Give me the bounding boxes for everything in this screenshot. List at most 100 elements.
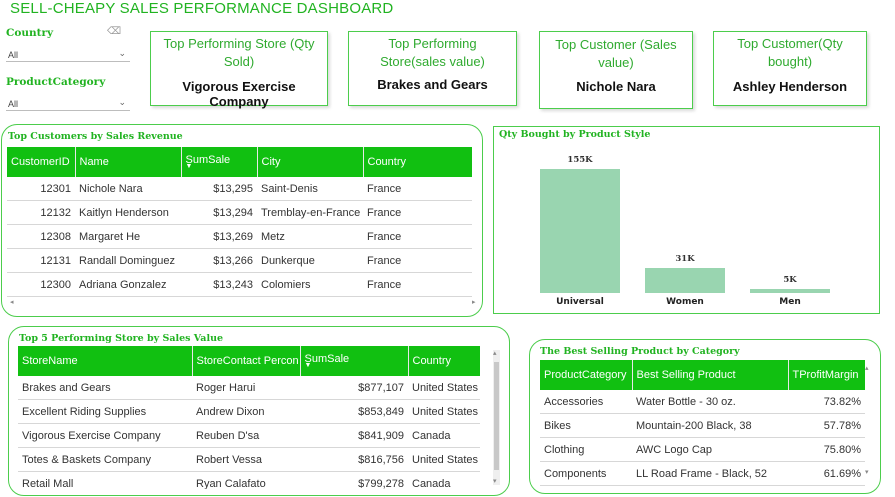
column-header-storecontact[interactable]: StoreContact Percon <box>192 346 301 376</box>
table-cell: Metz <box>257 224 363 249</box>
table-cell: Kaitlyn Henderson <box>75 200 181 225</box>
sort-desc-icon: ▼ <box>304 362 312 369</box>
column-header-best-selling-product[interactable]: Best Selling Product <box>632 360 789 390</box>
kpi-label: Top Customer (Sales value) <box>555 37 677 70</box>
table-cell: France <box>363 177 472 201</box>
data-label: 5K <box>783 275 797 285</box>
country-filter-select[interactable]: All ⌄ <box>6 46 130 62</box>
column-header-storename[interactable]: StoreName <box>18 346 193 376</box>
table-row[interactable]: Totes & Baskets Company Robert Vessa $816,… <box>18 447 480 472</box>
table-cell: France <box>363 248 472 273</box>
table-cell: Brakes and Gears <box>18 376 192 400</box>
column-header-customerid[interactable]: CustomerID <box>7 147 76 177</box>
table-cell: 12301 <box>7 177 75 201</box>
qty-chart-panel <box>493 126 880 314</box>
sort-desc-icon: ▼ <box>185 163 193 170</box>
scrollbar-thumb[interactable] <box>494 362 499 470</box>
table-cell: Bikes <box>540 413 632 438</box>
table-cell: Retail Mall <box>18 471 192 489</box>
country-filter-label: Country <box>6 27 54 39</box>
scroll-up-icon[interactable]: ▴ <box>865 365 869 372</box>
column-header-productcategory[interactable]: ProductCategory <box>540 360 633 390</box>
table-cell: $13,295 <box>181 177 257 201</box>
kpi-value: Brakes and Gears <box>377 77 488 92</box>
column-header-country[interactable]: Country <box>363 147 472 177</box>
scroll-right-icon[interactable]: ▸ <box>472 299 476 306</box>
table-cell: Canada <box>408 471 480 489</box>
scroll-up-icon[interactable]: ▴ <box>493 350 497 357</box>
column-header-country[interactable]: Country <box>408 346 480 376</box>
table-cell: Randall Dominguez <box>75 248 181 273</box>
column-header-sumsale[interactable]: SumSale ▼ <box>181 147 258 177</box>
top-customers-table: CustomerID Name SumSale ▼ City Country 12… <box>7 147 472 297</box>
table-cell: 12308 <box>7 224 75 249</box>
bar-men[interactable] <box>750 289 830 293</box>
table-cell: $13,243 <box>181 272 257 297</box>
best-products-table: ProductCategory Best Selling Product TPr… <box>540 360 865 486</box>
table-cell: AWC Logo Cap <box>632 437 788 462</box>
table-cell: Roger Harui <box>192 376 300 400</box>
table-cell: $877,107 <box>300 376 408 400</box>
table-row[interactable]: 12308 Margaret He $13,269 Metz France <box>7 224 472 249</box>
table-row[interactable]: 12300 Adriana Gonzalez $13,243 Colomiers Fra… <box>7 272 472 297</box>
column-header-label: SumSale <box>304 353 350 365</box>
table-cell: Tremblay-en-France <box>257 200 363 225</box>
best-products-title: The Best Selling Product by Category <box>540 346 740 357</box>
top-stores-table-wrap: StoreName StoreContact Percon SumSale ▼ C… <box>18 346 480 489</box>
table-cell: 12131 <box>7 248 75 273</box>
table-cell: Saint-Denis <box>257 177 363 201</box>
scroll-down-icon[interactable]: ▾ <box>865 469 869 476</box>
column-header-name[interactable]: Name <box>75 147 182 177</box>
table-row[interactable]: 12131 Randall Dominguez $13,266 Dunkerque Fr… <box>7 248 472 273</box>
table-cell: Adriana Gonzalez <box>75 272 181 297</box>
dashboard-title: SELL-CHEAPY SALES PERFORMANCE DASHBOARD <box>10 0 394 17</box>
table-row[interactable]: 12301 Nichole Nara $13,295 Saint-Denis Franc… <box>7 177 472 201</box>
clear-filter-icon[interactable]: ⌫ <box>107 26 122 37</box>
table-cell: United States <box>408 447 480 472</box>
table-row[interactable]: Components LL Road Frame - Black, 52 61.69… <box>540 461 865 486</box>
data-label: 31K <box>675 254 695 265</box>
table-cell: Canada <box>408 423 480 448</box>
chart-title: Qty Bought by Product Style <box>499 129 651 140</box>
kpi-label: Top Performing Store (Qty Sold) <box>163 36 315 69</box>
productcategory-filter-label: ProductCategory <box>6 76 106 88</box>
kpi-card-top-store-qty: Top Performing Store (Qty Sold) Vigorous… <box>150 31 328 109</box>
table-cell: $799,278 <box>300 471 408 489</box>
scroll-left-icon[interactable]: ◂ <box>10 299 14 306</box>
table-row[interactable]: Excellent Riding Supplies Andrew Dixon $85… <box>18 399 480 424</box>
table-cell: 12300 <box>7 272 75 297</box>
table-cell: $816,756 <box>300 447 408 472</box>
kpi-label: Top Performing Store(sales value) <box>380 36 485 69</box>
table-cell: Components <box>540 461 632 486</box>
table-cell: $13,266 <box>181 248 257 273</box>
table-cell: Margaret He <box>75 224 181 249</box>
productcategory-filter-value: All <box>8 99 19 109</box>
table-cell: United States <box>408 376 480 400</box>
table-cell: $841,909 <box>300 423 408 448</box>
column-header-tprofitmargin[interactable]: TProfitMargin <box>788 360 865 390</box>
table-cell: Robert Vessa <box>192 447 300 472</box>
bar-women[interactable] <box>645 268 725 293</box>
vertical-scrollbar[interactable] <box>493 350 500 485</box>
table-cell: $853,849 <box>300 399 408 424</box>
table-row[interactable]: Bikes Mountain-200 Black, 38 57.78% <box>540 413 865 438</box>
table-row[interactable]: Accessories Water Bottle - 30 oz. 73.82% <box>540 390 865 414</box>
table-row[interactable]: Retail Mall Ryan Calafato $799,278 Canada <box>18 471 480 489</box>
column-header-city[interactable]: City <box>257 147 364 177</box>
table-row[interactable]: Vigorous Exercise Company Reuben D'sa $841… <box>18 423 480 448</box>
table-row[interactable]: Clothing AWC Logo Cap 75.80% <box>540 437 865 462</box>
table-cell: Excellent Riding Supplies <box>18 399 192 424</box>
table-row[interactable]: 12132 Kaitlyn Henderson $13,294 Tremblay-en… <box>7 200 472 225</box>
bar-universal[interactable] <box>540 169 620 293</box>
table-cell: Colomiers <box>257 272 363 297</box>
productcategory-filter-select[interactable]: All ⌄ <box>6 95 130 111</box>
kpi-card-top-store-sales: Top Performing Store(sales value) Brakes… <box>348 31 517 106</box>
kpi-card-top-customer-qty: Top Customer(Qty bought) Ashley Henderso… <box>713 31 867 106</box>
table-cell: Clothing <box>540 437 632 462</box>
country-filter-value: All <box>8 50 19 60</box>
table-row[interactable]: Brakes and Gears Roger Harui $877,107 Unite… <box>18 376 480 400</box>
column-header-sumsale[interactable]: SumSale ▼ <box>300 346 409 376</box>
scroll-down-icon[interactable]: ▾ <box>493 478 497 485</box>
top-customers-title: Top Customers by Sales Revenue <box>8 131 183 142</box>
table-cell: LL Road Frame - Black, 52 <box>632 461 788 486</box>
